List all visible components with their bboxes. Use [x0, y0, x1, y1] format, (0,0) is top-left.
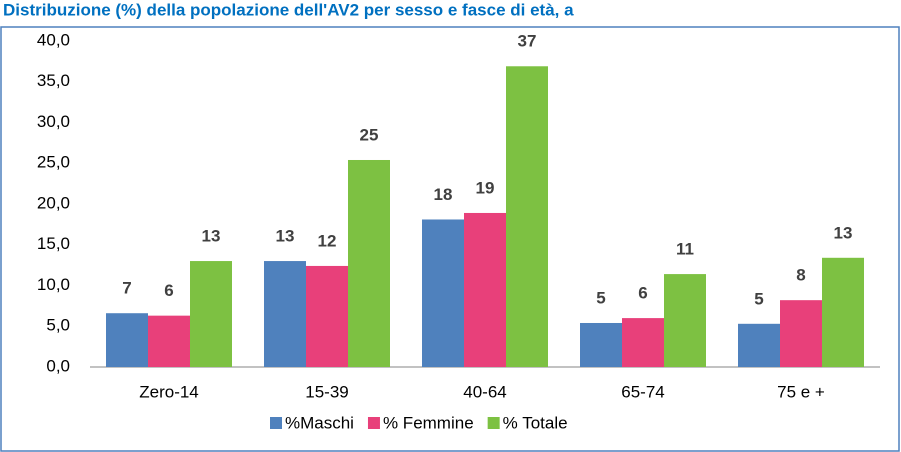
x-tick-label: 15-39 — [305, 382, 348, 401]
value-label: 13 — [276, 227, 295, 246]
bar — [780, 300, 822, 367]
legend-swatch — [487, 417, 500, 429]
value-label: 25 — [360, 125, 379, 144]
bar — [148, 315, 190, 367]
bar — [348, 159, 390, 367]
bar — [306, 265, 348, 367]
bar — [738, 323, 780, 367]
y-tick-label: 5,0 — [46, 316, 70, 335]
legend-label: % Totale — [503, 413, 568, 432]
y-tick-label: 30,0 — [37, 112, 70, 131]
y-tick-label: 0,0 — [46, 356, 70, 375]
x-tick-label: 65-74 — [621, 382, 664, 401]
value-label: 18 — [434, 185, 453, 204]
value-label: 5 — [596, 288, 605, 307]
legend-swatch — [270, 417, 282, 429]
x-tick-label: Zero-14 — [139, 382, 199, 401]
value-label: 19 — [476, 178, 495, 197]
value-label: 11 — [676, 240, 694, 259]
legend-swatch — [367, 417, 380, 429]
y-tick-label: 35,0 — [37, 71, 70, 90]
chart-title: Distribuzione (%) della popolazione dell… — [3, 0, 574, 19]
value-label: 8 — [796, 266, 805, 285]
value-label: 13 — [834, 223, 853, 242]
value-label: 13 — [202, 227, 221, 246]
chart-border — [0, 26, 900, 452]
x-tick-label: 40-64 — [463, 382, 506, 401]
value-label: 6 — [164, 281, 173, 300]
legend-label: %Maschi — [285, 413, 354, 432]
y-tick-label: 10,0 — [37, 275, 70, 294]
y-tick-label: 15,0 — [37, 234, 70, 253]
bar — [422, 219, 464, 367]
bar — [822, 257, 864, 367]
bar — [622, 318, 664, 367]
bar — [580, 322, 622, 367]
bar — [190, 261, 232, 367]
bar — [264, 261, 306, 367]
value-label: 37 — [518, 32, 537, 51]
value-label: 7 — [122, 279, 131, 298]
y-tick-label: 20,0 — [37, 193, 70, 212]
bar — [464, 212, 506, 367]
y-tick-label: 25,0 — [37, 153, 70, 172]
legend-label: % Femmine — [383, 413, 474, 432]
bar — [664, 274, 706, 367]
bar — [506, 66, 548, 367]
value-label: 6 — [638, 284, 647, 303]
bar — [106, 313, 148, 367]
value-label: 5 — [754, 289, 763, 308]
y-tick-label: 40,0 — [37, 30, 70, 49]
x-tick-label: 75 e + — [777, 382, 825, 401]
value-label: 12 — [318, 231, 337, 250]
